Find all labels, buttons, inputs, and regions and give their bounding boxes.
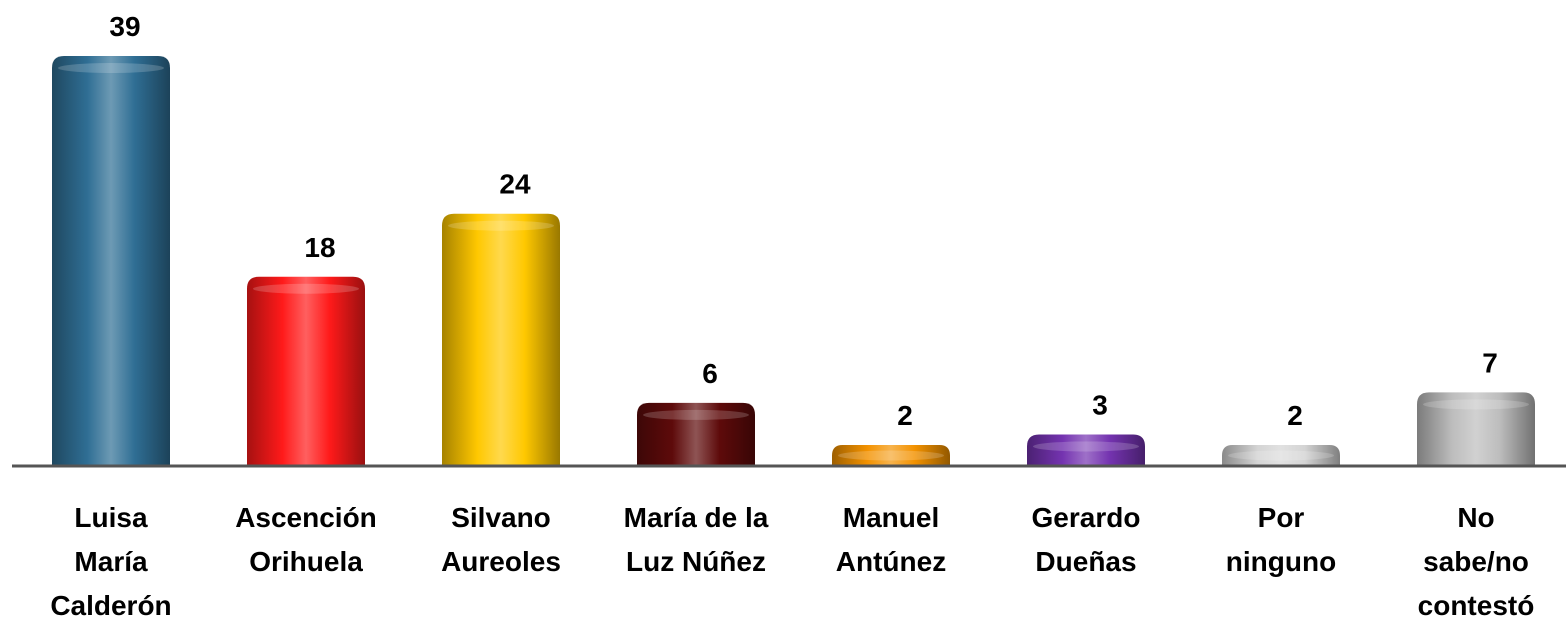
x-tick-label: María de la Luz Núñez: [623, 502, 769, 577]
value-label: 7: [1482, 347, 1498, 378]
bar-highlight: [1228, 450, 1334, 461]
x-tick-label: Luisa María Calderón: [50, 502, 172, 620]
value-label: 3: [1092, 389, 1108, 420]
x-tick-label: Por ninguno: [1225, 502, 1337, 577]
bar: [1417, 392, 1535, 466]
value-label: 2: [897, 400, 913, 431]
bar-highlight: [838, 450, 944, 461]
x-tick-label: Silvano Aureoles: [441, 502, 561, 577]
value-label: 24: [499, 169, 531, 200]
x-tick-label: No sabe/no contestó: [1417, 502, 1535, 620]
bar-highlight: [58, 63, 164, 73]
bar: [442, 213, 560, 466]
bar-highlight: [253, 283, 359, 294]
value-label: 6: [702, 358, 718, 389]
x-tick-label: Manuel Antúnez: [835, 502, 947, 577]
bar-highlight: [448, 220, 554, 231]
bar-highlight: [1423, 399, 1529, 410]
bar: [832, 444, 950, 466]
bar: [637, 402, 755, 466]
bar: [1222, 444, 1340, 466]
bar-highlight: [1033, 441, 1139, 452]
x-tick-label: Ascención Orihuela: [235, 502, 377, 577]
value-label: 2: [1287, 400, 1303, 431]
value-label: 39: [109, 11, 140, 42]
bar: [52, 56, 170, 466]
value-label: 18: [304, 232, 335, 263]
bar: [247, 276, 365, 466]
bar-highlight: [643, 409, 749, 420]
bar: [1027, 434, 1145, 466]
x-tick-label: Gerardo Dueñas: [1031, 502, 1141, 577]
